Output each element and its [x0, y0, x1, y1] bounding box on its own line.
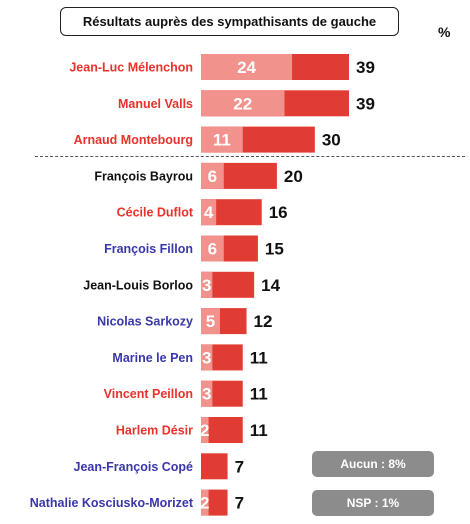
bar-total-label: 39: [356, 94, 375, 113]
bar-total-label: 14: [261, 276, 280, 295]
candidate-label: Nicolas Sarkozy: [97, 315, 193, 329]
bar-total-label: 12: [254, 312, 273, 331]
unit-label: %: [438, 24, 451, 40]
candidate-label: François Fillon: [104, 242, 193, 256]
candidate-label: Nathalie Kosciusko-Morizet: [30, 496, 194, 510]
bar-total-label: 20: [284, 167, 303, 186]
group-divider: [35, 156, 465, 157]
candidate-label: Harlem Désir: [116, 424, 193, 438]
candidate-label: Cécile Duflot: [117, 206, 194, 220]
bar-total-label: 7: [235, 494, 244, 513]
chart-title: Résultats auprès des sympathisants de ga…: [60, 7, 399, 36]
bar-total-label: 7: [235, 457, 244, 476]
bar-total-label: 11: [250, 385, 268, 404]
candidate-label: Jean-François Copé: [74, 460, 194, 474]
bar-inner: [201, 54, 293, 80]
bar-total-label: 11: [250, 348, 268, 367]
bar-inner: [201, 308, 220, 335]
bar-inner: [201, 489, 209, 516]
bar-inner-label: 2: [200, 421, 209, 440]
bar-inner: [201, 90, 285, 117]
bar-inner-label: 11: [213, 131, 231, 150]
bar-inner: [201, 162, 224, 189]
bar-inner: [201, 126, 243, 153]
candidate-label: Manuel Valls: [118, 97, 193, 111]
bar-total-label: 11: [250, 421, 268, 440]
bar-total-label: 30: [322, 131, 341, 150]
candidate-label: Marine le Pen: [112, 351, 193, 365]
bar-inner: [201, 271, 213, 298]
candidate-label: Jean-Luc Mélenchon: [69, 61, 193, 75]
candidate-label: François Bayrou: [94, 169, 193, 183]
bar-total-label: 16: [269, 203, 288, 222]
bar-inner: [201, 380, 213, 407]
bar-inner-label: 6: [208, 240, 217, 259]
bar-inner-label: 3: [202, 385, 211, 404]
bar-inner: [201, 199, 217, 226]
bar-inner-label: 3: [202, 276, 211, 295]
candidate-label: Vincent Peillon: [104, 387, 193, 401]
bar-inner-label: 6: [208, 167, 217, 186]
nsp-note: NSP : 1%: [312, 490, 434, 516]
bar-total-label: 39: [356, 58, 375, 77]
aucun-note: Aucun : 8%: [312, 451, 434, 477]
bar-inner-label: 24: [237, 58, 256, 77]
bar-inner: [201, 235, 224, 262]
bar-total: [201, 453, 228, 480]
bar-inner: [201, 344, 213, 371]
bar-inner-label: 4: [204, 203, 214, 222]
candidate-label: Jean-Louis Borloo: [83, 278, 193, 292]
bar-inner: [201, 417, 209, 443]
bar-inner-label: 2: [200, 494, 209, 513]
bar-inner-label: 5: [206, 312, 215, 331]
bar-inner-label: 22: [233, 94, 252, 113]
bar-total-label: 15: [265, 240, 284, 259]
bar-inner-label: 3: [202, 348, 211, 367]
candidate-label: Arnaud Montebourg: [74, 133, 193, 147]
